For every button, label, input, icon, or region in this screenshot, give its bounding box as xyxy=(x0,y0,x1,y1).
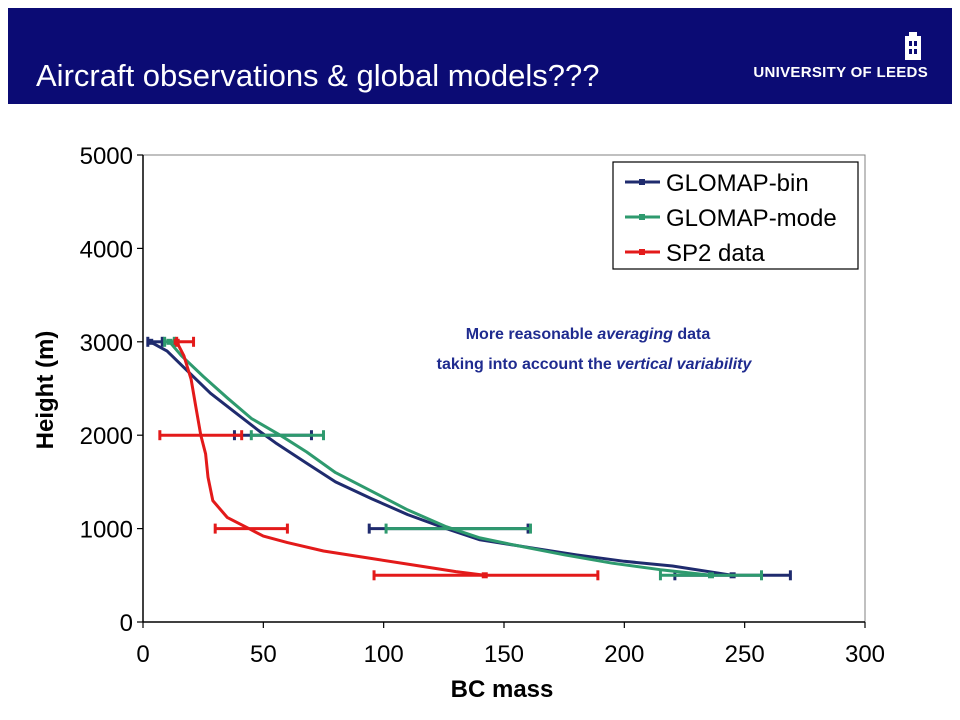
y-tick-label: 5000 xyxy=(80,143,133,170)
x-tick-label: 200 xyxy=(604,641,644,668)
y-tick-label: 4000 xyxy=(80,236,133,263)
legend-marker xyxy=(639,249,645,255)
y-axis-label: Height (m) xyxy=(32,331,59,450)
series-line xyxy=(168,340,712,577)
y-tick-label: 1000 xyxy=(80,517,133,544)
data-point xyxy=(707,572,714,579)
series-line xyxy=(149,340,733,577)
x-tick-label: 150 xyxy=(484,641,524,668)
series-layer xyxy=(146,336,792,581)
data-point xyxy=(173,338,180,345)
university-logo-text: UNIVERSITY OF LEEDS xyxy=(753,64,928,81)
legend-marker xyxy=(639,179,645,185)
legend-label: SP2 data xyxy=(666,240,765,267)
annotation-span: taking into account the xyxy=(437,356,617,373)
legend: GLOMAP-bin GLOMAP-mode SP2 data xyxy=(612,161,859,270)
university-tower-icon xyxy=(905,32,921,60)
series-glomap-bin xyxy=(146,336,792,581)
legend-marker xyxy=(639,214,645,220)
data-point xyxy=(147,338,154,345)
annotation-span: vertical variability xyxy=(616,356,752,373)
annotation-span: data xyxy=(673,326,710,343)
series-line xyxy=(175,341,485,577)
x-tick-label: 100 xyxy=(364,641,404,668)
annotation-line-2: taking into account the vertical variabi… xyxy=(437,356,753,373)
data-point xyxy=(481,572,488,579)
series-glomap-mode xyxy=(163,336,764,581)
y-tick-label: 3000 xyxy=(80,330,133,357)
annotation-span: averaging xyxy=(597,326,673,343)
annotation-line-1: More reasonable averaging data xyxy=(466,326,711,343)
slide-title: Aircraft observations & global models??? xyxy=(36,58,600,93)
x-tick-label: 0 xyxy=(136,641,149,668)
y-tick-label: 2000 xyxy=(80,423,133,450)
x-tick-label: 250 xyxy=(725,641,765,668)
legend-label: GLOMAP-mode xyxy=(666,205,837,232)
x-tick-label: 50 xyxy=(250,641,277,668)
series-sp2-data xyxy=(158,336,600,581)
annotation-span: More reasonable xyxy=(466,326,598,343)
data-point xyxy=(166,338,173,345)
legend-label: GLOMAP-bin xyxy=(666,170,809,197)
y-tick-label: 0 xyxy=(120,610,133,637)
x-axis-label: BC mass xyxy=(451,676,554,703)
x-tick-label: 300 xyxy=(845,641,885,668)
slide-header: Aircraft observations & global models???… xyxy=(8,8,952,104)
